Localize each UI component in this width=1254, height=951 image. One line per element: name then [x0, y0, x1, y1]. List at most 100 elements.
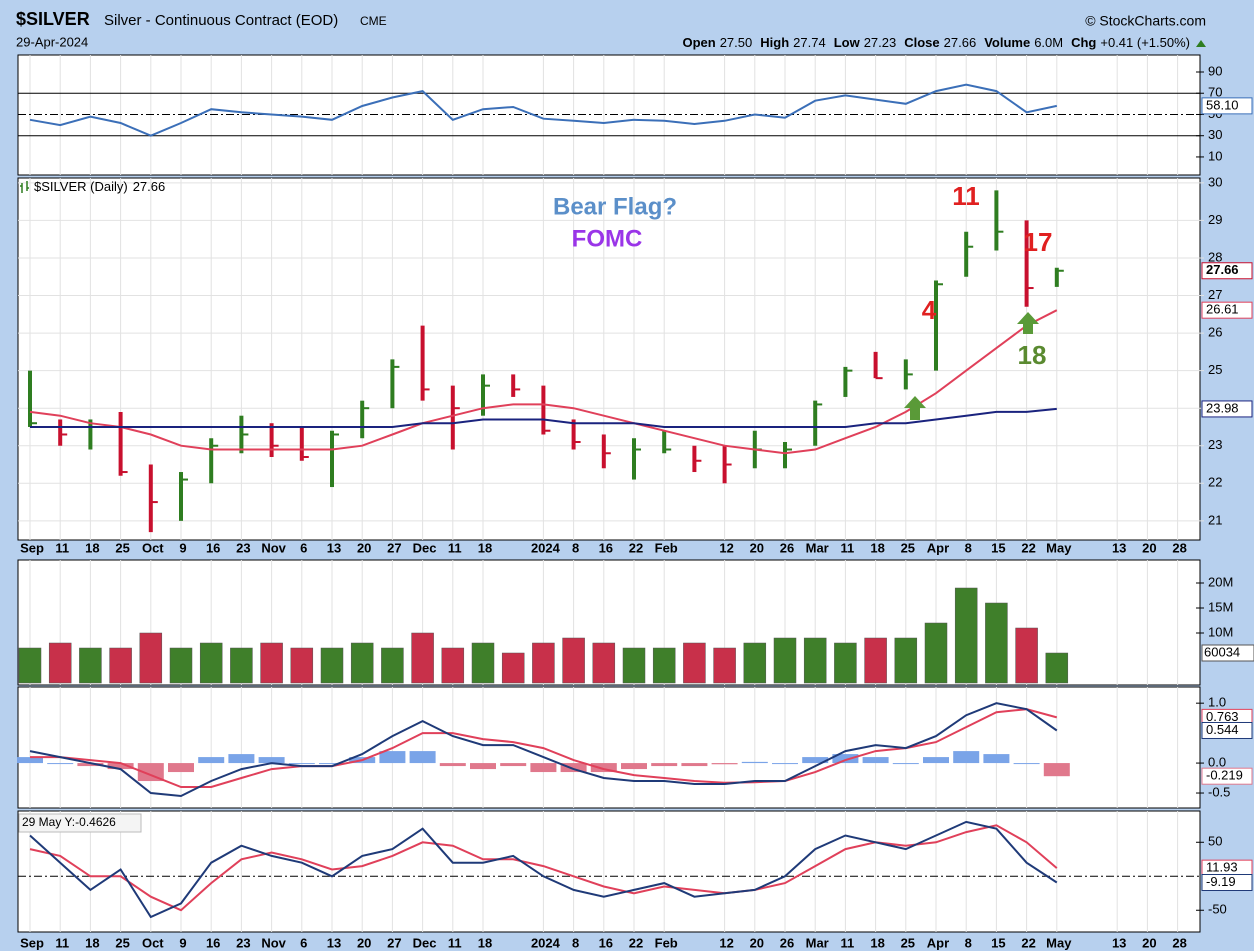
volume-bar	[924, 622, 948, 684]
annotation: 17	[1024, 227, 1053, 257]
volume-bar	[985, 602, 1008, 684]
y-tick-label: 28	[1208, 249, 1222, 264]
x-tick-label: 22	[629, 540, 643, 555]
histogram-bar	[953, 751, 980, 764]
volume-bar	[834, 642, 857, 684]
x-tick-label: 12	[719, 935, 733, 950]
y-tick-label: -50	[1208, 902, 1227, 917]
panel	[17, 686, 1201, 809]
legend-value: 27.66	[133, 179, 166, 194]
histogram-bar	[500, 763, 527, 767]
histogram-bar	[892, 763, 919, 765]
volume-bar	[18, 647, 42, 684]
x-tick-label: 11	[841, 935, 855, 950]
x-tick-label: 9	[179, 540, 186, 555]
quote-label: Volume	[984, 35, 1030, 50]
quote-label: Close	[904, 35, 939, 50]
annotation: 18	[1018, 340, 1047, 370]
volume-bar	[230, 647, 253, 684]
annotation: Bear Flag?	[553, 193, 677, 220]
x-tick-label: 22	[1021, 935, 1035, 950]
x-tick-label: 20	[357, 540, 371, 555]
x-tick-label: 25	[115, 540, 129, 555]
volume-bar	[864, 637, 887, 684]
y-tick-label: 30	[1208, 174, 1222, 189]
annotation: 4	[922, 295, 937, 325]
histogram-bar	[741, 761, 768, 764]
volume-bar	[773, 637, 797, 684]
x-tick-label: 16	[599, 935, 613, 950]
value-tag	[1201, 874, 1253, 892]
x-tick-label: 25	[901, 935, 915, 950]
date: 29-Apr-2024	[16, 34, 88, 49]
y-tick-label: 1.0	[1208, 695, 1226, 710]
histogram-bar	[802, 757, 829, 764]
x-tick-label: Nov	[261, 540, 286, 555]
volume-bar	[532, 642, 555, 684]
x-tick-label: 20	[750, 540, 764, 555]
x-tick-label: Feb	[655, 540, 678, 555]
histogram-bar	[530, 763, 557, 773]
histogram-bar	[711, 763, 738, 765]
value-tag-label: 58.10	[1206, 97, 1239, 112]
legend: $SILVER (Daily) 27.66	[34, 179, 165, 194]
histogram-bar	[77, 763, 104, 767]
value-tag-label: -0.219	[1206, 768, 1243, 783]
histogram-bar	[228, 754, 255, 764]
value-tag-label: 11.93	[1206, 860, 1238, 875]
histogram-bar	[470, 763, 496, 770]
x-tick-label: Oct	[142, 935, 164, 950]
up-arrow	[1196, 40, 1206, 47]
series-line	[29, 309, 1058, 455]
quote-value: 27.74	[793, 35, 826, 50]
x-tick-label: 16	[206, 935, 220, 950]
x-tick-label: Dec	[413, 540, 437, 555]
volume-bar	[260, 642, 283, 684]
x-tick-label: 20	[1142, 540, 1156, 555]
x-tick-label: 2024	[531, 935, 561, 950]
x-tick-label: 22	[629, 935, 643, 950]
x-tick-label: 25	[901, 540, 915, 555]
volume-bar	[1015, 627, 1038, 684]
x-tick-label: 26	[780, 540, 794, 555]
histogram-bar	[651, 763, 678, 767]
x-tick-label: 11	[448, 935, 462, 950]
x-tick-label: Apr	[927, 540, 949, 555]
value-tag	[1201, 644, 1254, 662]
y-tick-label: 10	[1208, 148, 1222, 163]
volume-bar	[169, 647, 193, 684]
quote-label: Chg	[1071, 35, 1096, 50]
histogram-bar	[409, 751, 436, 764]
histogram-bar	[47, 763, 74, 765]
x-tick-label: Apr	[927, 935, 949, 950]
y-tick-label: 25	[1208, 362, 1222, 377]
quote-label: Low	[834, 35, 861, 50]
volume-bar	[622, 647, 646, 684]
value-tag	[1201, 767, 1253, 785]
x-tick-label: Sep	[20, 540, 44, 555]
cursor-readout: 29 May Y:-0.4626	[22, 815, 116, 829]
quote-value: 27.50	[720, 35, 753, 50]
histogram-bar	[621, 763, 647, 770]
y-tick-label: 22	[1208, 475, 1222, 490]
histogram-bar	[983, 754, 1010, 764]
x-tick-label: 18	[870, 935, 884, 950]
x-tick-label: Mar	[806, 540, 829, 555]
volume-bar	[501, 652, 525, 684]
annotation: FOMC	[572, 225, 643, 252]
arrow-up	[904, 396, 926, 420]
histogram-bar	[198, 757, 225, 764]
histogram-bar	[560, 763, 587, 773]
histogram-bar	[1013, 763, 1040, 765]
legend-name: $SILVER (Daily)	[34, 179, 128, 194]
x-tick-label: 8	[572, 540, 579, 555]
x-tick-label: 25	[115, 935, 129, 950]
x-tick-label: 8	[965, 935, 972, 950]
x-tick-label: 18	[85, 935, 99, 950]
y-tick-label: 90	[1208, 63, 1222, 78]
volume-bar	[48, 642, 72, 684]
x-tick-label: 11	[55, 935, 69, 950]
y-tick-label: 29	[1208, 212, 1222, 227]
x-tick-label: Nov	[261, 935, 286, 950]
